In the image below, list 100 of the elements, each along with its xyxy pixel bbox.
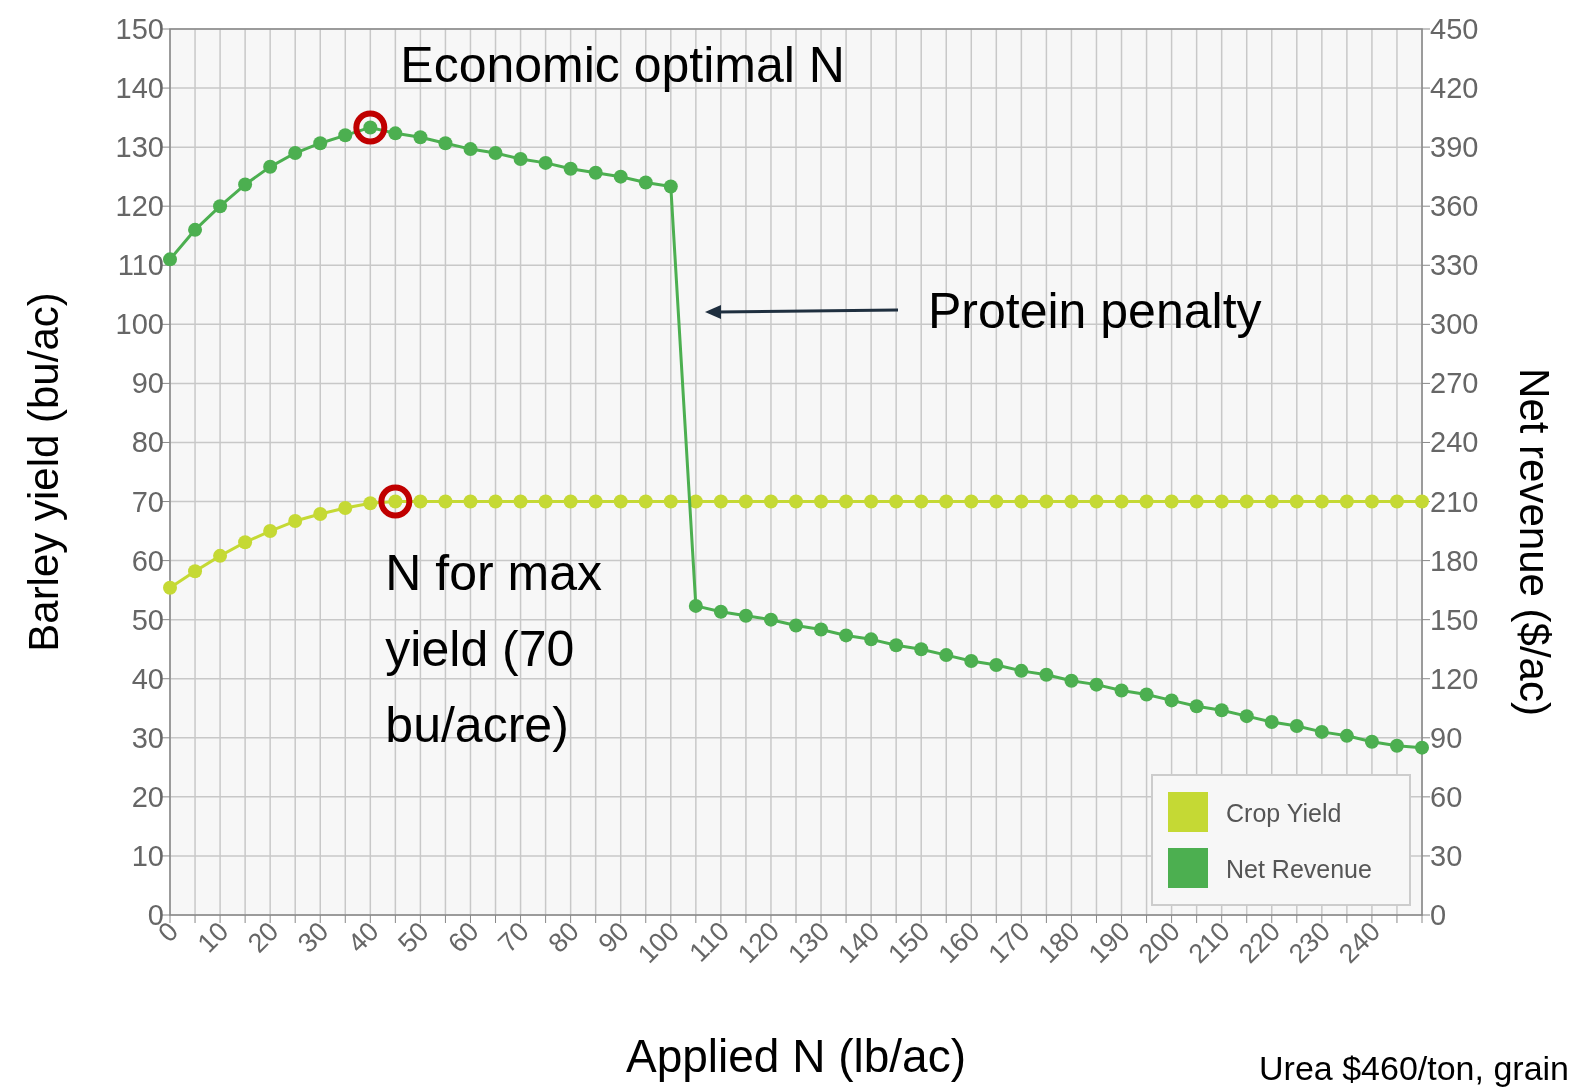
y2-tick-label: 150 bbox=[1430, 603, 1479, 636]
point bbox=[939, 494, 954, 509]
point bbox=[914, 494, 929, 509]
point bbox=[613, 494, 628, 509]
point bbox=[1289, 494, 1304, 509]
point bbox=[238, 177, 253, 192]
point bbox=[814, 494, 829, 509]
point bbox=[889, 494, 904, 509]
point bbox=[713, 494, 728, 509]
y-tick-label: 150 bbox=[115, 13, 164, 45]
point bbox=[1139, 494, 1154, 509]
point bbox=[864, 632, 879, 647]
y2-tick-label: 60 bbox=[1430, 780, 1463, 813]
point bbox=[1014, 663, 1029, 678]
point bbox=[213, 199, 228, 214]
y-tick-label: 90 bbox=[131, 367, 164, 400]
point bbox=[413, 130, 428, 145]
y2-tick-label: 90 bbox=[1430, 721, 1463, 754]
point bbox=[163, 252, 177, 267]
point bbox=[163, 580, 177, 595]
point bbox=[413, 494, 428, 509]
y-tick-label: 130 bbox=[115, 131, 164, 164]
point bbox=[1364, 734, 1379, 749]
point bbox=[1039, 494, 1054, 509]
point bbox=[1239, 709, 1254, 724]
point bbox=[288, 514, 303, 529]
point bbox=[1264, 494, 1279, 509]
point bbox=[1189, 699, 1204, 714]
point bbox=[814, 622, 829, 637]
point bbox=[1164, 693, 1179, 708]
point bbox=[313, 136, 328, 151]
y-tick-label: 120 bbox=[115, 190, 164, 223]
x-tick-label: 40 bbox=[342, 916, 385, 959]
point bbox=[638, 175, 653, 190]
point bbox=[513, 494, 528, 509]
point bbox=[1389, 738, 1404, 753]
point bbox=[513, 151, 528, 166]
point bbox=[538, 155, 553, 170]
y2-tick-label: 180 bbox=[1430, 544, 1479, 577]
y-tick-label: 20 bbox=[131, 780, 164, 813]
point bbox=[1214, 494, 1229, 509]
annotation: N for max yield (70 bu/acre) bbox=[385, 544, 603, 753]
point bbox=[538, 494, 553, 509]
point bbox=[388, 126, 403, 141]
point bbox=[1214, 703, 1229, 718]
point bbox=[338, 501, 353, 516]
point bbox=[263, 159, 278, 174]
point bbox=[839, 628, 854, 643]
y-tick-label: 70 bbox=[131, 485, 164, 518]
y2-tick-label: 270 bbox=[1430, 367, 1479, 400]
point bbox=[1189, 494, 1204, 509]
y2-tick-label: 420 bbox=[1430, 72, 1479, 105]
y-axis-title: Barley yield (bu/ac) bbox=[20, 292, 67, 652]
y2-tick-label: 330 bbox=[1430, 249, 1479, 282]
y-tick-label: 100 bbox=[115, 308, 164, 341]
point bbox=[1014, 494, 1029, 509]
point bbox=[1314, 724, 1329, 739]
point bbox=[789, 618, 803, 633]
y2-tick-label: 210 bbox=[1430, 485, 1479, 518]
point bbox=[1114, 494, 1129, 509]
point bbox=[839, 494, 854, 509]
point bbox=[338, 128, 353, 143]
point bbox=[1364, 494, 1379, 509]
point bbox=[964, 494, 979, 509]
point bbox=[188, 564, 203, 579]
point bbox=[1389, 494, 1404, 509]
point bbox=[188, 222, 203, 237]
point bbox=[1339, 494, 1354, 509]
point bbox=[989, 494, 1004, 509]
point bbox=[588, 494, 603, 509]
point bbox=[288, 146, 303, 161]
point bbox=[1415, 740, 1429, 755]
point bbox=[463, 494, 478, 509]
point bbox=[1039, 667, 1054, 682]
point bbox=[378, 484, 413, 519]
point bbox=[939, 648, 954, 663]
point bbox=[1314, 494, 1329, 509]
point bbox=[864, 494, 879, 509]
x-tick-label: 70 bbox=[492, 916, 535, 959]
x-tick-label: 10 bbox=[191, 916, 235, 959]
y-tick-label: 60 bbox=[131, 544, 164, 577]
y-tick-label: 30 bbox=[131, 721, 164, 754]
point bbox=[1089, 677, 1104, 692]
point bbox=[563, 161, 578, 176]
point bbox=[638, 494, 653, 509]
y2-tick-label: 120 bbox=[1430, 662, 1479, 695]
point bbox=[663, 179, 678, 194]
point bbox=[1289, 718, 1304, 733]
point bbox=[363, 496, 378, 511]
point bbox=[463, 142, 478, 157]
y-tick-label: 80 bbox=[131, 426, 164, 459]
x-tick-label: 60 bbox=[442, 916, 485, 959]
point bbox=[213, 548, 228, 563]
point bbox=[763, 494, 778, 509]
y-tick-label: 140 bbox=[115, 72, 164, 105]
y2-tick-label: 450 bbox=[1430, 13, 1479, 45]
point bbox=[1164, 494, 1179, 509]
point bbox=[238, 535, 253, 550]
y-tick-label: 110 bbox=[117, 249, 164, 282]
annotation: Economic optimal N bbox=[400, 36, 845, 93]
